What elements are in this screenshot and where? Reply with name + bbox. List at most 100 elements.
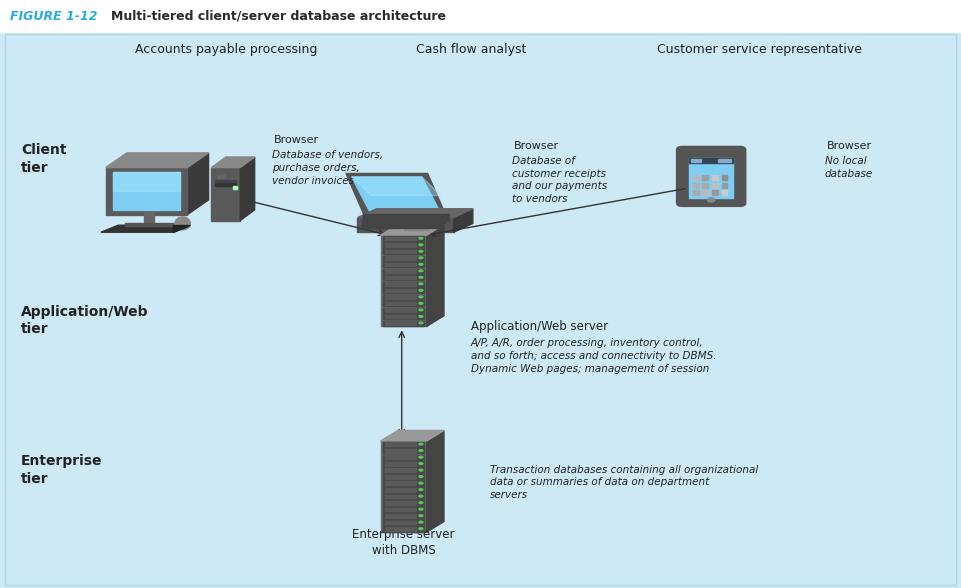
- Bar: [215, 182, 236, 186]
- Text: Client
tier: Client tier: [21, 143, 66, 175]
- Bar: [385, 462, 416, 463]
- Polygon shape: [125, 223, 173, 226]
- Bar: [385, 457, 416, 459]
- Bar: [385, 250, 416, 251]
- Ellipse shape: [175, 217, 190, 230]
- Bar: [702, 190, 708, 195]
- Polygon shape: [106, 153, 209, 168]
- Bar: [385, 290, 416, 292]
- Bar: [385, 258, 416, 260]
- Bar: [385, 308, 416, 309]
- Bar: [689, 158, 733, 198]
- Bar: [385, 488, 416, 489]
- Ellipse shape: [419, 482, 423, 484]
- Bar: [383, 468, 424, 473]
- Ellipse shape: [419, 270, 423, 272]
- Bar: [385, 495, 416, 496]
- Bar: [362, 224, 443, 226]
- Bar: [385, 310, 416, 312]
- Ellipse shape: [419, 450, 423, 452]
- Polygon shape: [381, 430, 444, 441]
- Bar: [385, 256, 416, 258]
- Polygon shape: [187, 153, 209, 215]
- Text: Browser: Browser: [826, 141, 872, 151]
- Bar: [722, 190, 727, 195]
- Bar: [385, 271, 416, 273]
- Bar: [722, 175, 727, 181]
- Bar: [712, 190, 718, 195]
- Bar: [385, 252, 416, 253]
- Bar: [383, 242, 424, 248]
- Bar: [383, 475, 424, 480]
- Bar: [385, 529, 416, 530]
- Ellipse shape: [419, 522, 423, 523]
- FancyBboxPatch shape: [677, 146, 746, 206]
- Polygon shape: [211, 168, 240, 220]
- Text: Cash flow analyst: Cash flow analyst: [416, 43, 526, 56]
- Bar: [383, 526, 424, 532]
- Bar: [385, 303, 416, 305]
- Bar: [722, 183, 727, 188]
- Bar: [383, 520, 424, 525]
- Polygon shape: [427, 430, 444, 532]
- Ellipse shape: [419, 469, 423, 471]
- Ellipse shape: [419, 263, 423, 265]
- Bar: [385, 464, 416, 466]
- Bar: [385, 482, 416, 483]
- Polygon shape: [381, 235, 427, 326]
- Ellipse shape: [419, 489, 423, 490]
- Bar: [383, 262, 424, 267]
- Bar: [385, 239, 416, 240]
- Ellipse shape: [419, 257, 423, 259]
- Bar: [385, 475, 416, 476]
- Bar: [383, 442, 424, 447]
- Polygon shape: [240, 157, 255, 220]
- Text: Browser: Browser: [274, 135, 319, 145]
- Bar: [385, 278, 416, 279]
- Polygon shape: [352, 177, 441, 214]
- Bar: [712, 175, 718, 181]
- Bar: [385, 245, 416, 247]
- Bar: [383, 308, 424, 313]
- Polygon shape: [357, 209, 473, 218]
- Bar: [385, 449, 416, 450]
- Bar: [383, 236, 424, 241]
- Bar: [383, 455, 424, 460]
- Bar: [385, 469, 416, 470]
- Bar: [383, 256, 424, 260]
- Polygon shape: [113, 172, 180, 191]
- Polygon shape: [101, 225, 190, 232]
- Bar: [385, 265, 416, 266]
- Bar: [362, 222, 446, 223]
- Polygon shape: [106, 168, 187, 215]
- Polygon shape: [454, 209, 473, 232]
- Bar: [362, 226, 440, 228]
- Bar: [385, 527, 416, 529]
- Bar: [0, 0, 961, 32]
- Ellipse shape: [419, 322, 423, 324]
- Polygon shape: [113, 172, 180, 210]
- Bar: [385, 323, 416, 325]
- Bar: [383, 494, 424, 499]
- Text: Application/Web server: Application/Web server: [471, 320, 608, 333]
- Bar: [385, 442, 416, 444]
- Bar: [385, 456, 416, 457]
- Text: Database of
customer receipts
and our payments
to vendors: Database of customer receipts and our pa…: [512, 156, 607, 204]
- Ellipse shape: [419, 528, 423, 530]
- Text: Enterprise
tier: Enterprise tier: [21, 455, 103, 486]
- Bar: [385, 317, 416, 318]
- Text: Browser: Browser: [514, 141, 559, 151]
- Bar: [383, 481, 424, 486]
- Polygon shape: [352, 177, 441, 195]
- Ellipse shape: [419, 244, 423, 246]
- Bar: [385, 263, 416, 264]
- Bar: [385, 501, 416, 502]
- Bar: [383, 288, 424, 293]
- Bar: [385, 516, 416, 517]
- Polygon shape: [346, 173, 447, 218]
- Bar: [385, 520, 416, 522]
- Polygon shape: [173, 225, 190, 232]
- Bar: [217, 175, 225, 178]
- Bar: [693, 175, 699, 181]
- Polygon shape: [381, 441, 427, 532]
